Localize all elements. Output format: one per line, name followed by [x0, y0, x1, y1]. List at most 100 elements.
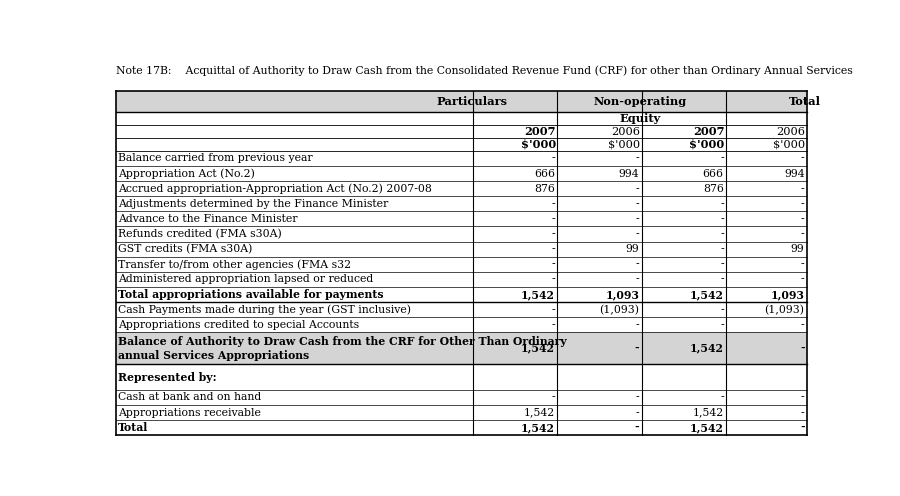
- Text: (1,093): (1,093): [599, 305, 639, 315]
- Text: -: -: [635, 408, 639, 418]
- Bar: [115, 390, 807, 405]
- Text: 1,542: 1,542: [521, 289, 555, 300]
- Bar: [115, 272, 807, 287]
- Text: Particulars: Particulars: [436, 96, 507, 107]
- Text: Total: Total: [789, 96, 822, 107]
- Text: -: -: [720, 153, 724, 163]
- Bar: [726, 125, 807, 138]
- Text: $'000: $'000: [608, 139, 640, 149]
- Text: -: -: [720, 305, 724, 314]
- Text: 994: 994: [618, 169, 639, 179]
- Bar: [115, 242, 807, 257]
- Bar: [115, 302, 807, 317]
- Text: annual Services Appropriations: annual Services Appropriations: [118, 350, 310, 361]
- Text: Refunds credited (FMA s30A): Refunds credited (FMA s30A): [118, 229, 282, 239]
- Bar: [473, 125, 557, 138]
- Text: Non-operating: Non-operating: [593, 96, 687, 107]
- Text: -: -: [635, 320, 639, 330]
- Bar: [115, 112, 473, 125]
- Text: 1,542: 1,542: [521, 343, 555, 354]
- Bar: [115, 257, 807, 272]
- Text: Cash Payments made during the year (GST inclusive): Cash Payments made during the year (GST …: [118, 305, 411, 315]
- Text: 2006: 2006: [777, 126, 806, 136]
- Text: (1,093): (1,093): [765, 305, 805, 315]
- Text: -: -: [800, 422, 805, 433]
- Text: Cash at bank and on hand: Cash at bank and on hand: [118, 392, 261, 402]
- Text: -: -: [720, 392, 724, 402]
- Text: 666: 666: [534, 169, 555, 179]
- Text: 1,093: 1,093: [606, 289, 639, 300]
- Text: -: -: [801, 153, 805, 163]
- Text: GST credits (FMA s30A): GST credits (FMA s30A): [118, 244, 252, 254]
- Text: -: -: [552, 214, 555, 224]
- Bar: [115, 91, 473, 112]
- Text: -: -: [720, 320, 724, 330]
- Text: -: -: [801, 408, 805, 418]
- Bar: [115, 227, 807, 242]
- Bar: [115, 420, 807, 435]
- Text: -: -: [635, 229, 639, 239]
- Text: -: -: [552, 199, 555, 209]
- Bar: [115, 125, 473, 138]
- Bar: [557, 125, 642, 138]
- Text: -: -: [552, 320, 555, 330]
- Text: -: -: [634, 422, 639, 433]
- Text: -: -: [635, 153, 639, 163]
- Text: -: -: [720, 214, 724, 224]
- Bar: [642, 112, 807, 125]
- Text: -: -: [720, 259, 724, 269]
- Text: 1,542: 1,542: [521, 422, 555, 433]
- Text: -: -: [552, 229, 555, 239]
- Text: -: -: [552, 392, 555, 402]
- Text: -: -: [635, 199, 639, 209]
- Bar: [115, 166, 807, 181]
- Bar: [557, 332, 642, 364]
- Text: -: -: [635, 214, 639, 224]
- Bar: [115, 138, 473, 151]
- Text: -: -: [635, 392, 639, 402]
- Text: Accrued appropriation-Appropriation Act (No.2) 2007-08: Accrued appropriation-Appropriation Act …: [118, 184, 432, 194]
- Text: 1,542: 1,542: [689, 343, 724, 354]
- Text: -: -: [800, 343, 805, 354]
- Text: -: -: [801, 199, 805, 209]
- Text: Note 17B:    Acquittal of Authority to Draw Cash from the Consolidated Revenue F: Note 17B: Acquittal of Authority to Draw…: [115, 65, 852, 76]
- Text: 994: 994: [784, 169, 805, 179]
- Text: Appropriation Act (No.2): Appropriation Act (No.2): [118, 168, 255, 179]
- Bar: [726, 138, 807, 151]
- Text: 2006: 2006: [611, 126, 640, 136]
- Bar: [115, 196, 807, 211]
- Text: Balance carried from previous year: Balance carried from previous year: [118, 153, 312, 163]
- Bar: [642, 91, 807, 112]
- Text: Represented by:: Represented by:: [118, 372, 217, 382]
- Text: 1,542: 1,542: [692, 408, 724, 418]
- Bar: [115, 405, 807, 420]
- Text: Administered appropriation lapsed or reduced: Administered appropriation lapsed or red…: [118, 274, 374, 284]
- Text: 2007: 2007: [525, 126, 556, 137]
- Text: -: -: [720, 244, 724, 254]
- Text: Appropriations receivable: Appropriations receivable: [118, 408, 261, 418]
- Text: $'000: $'000: [773, 139, 806, 149]
- Text: $'000: $'000: [520, 139, 556, 150]
- Bar: [642, 332, 726, 364]
- Text: -: -: [552, 153, 555, 163]
- Text: -: -: [635, 259, 639, 269]
- Text: Total appropriations available for payments: Total appropriations available for payme…: [118, 289, 383, 300]
- Text: 2007: 2007: [693, 126, 724, 137]
- Text: -: -: [720, 274, 724, 284]
- Bar: [115, 151, 807, 166]
- Text: -: -: [801, 229, 805, 239]
- Text: Equity: Equity: [619, 113, 661, 124]
- Text: 876: 876: [703, 184, 724, 193]
- Text: 666: 666: [703, 169, 724, 179]
- Bar: [726, 332, 807, 364]
- Text: Appropriations credited to special Accounts: Appropriations credited to special Accou…: [118, 320, 359, 330]
- Bar: [115, 317, 807, 332]
- Bar: [115, 287, 807, 302]
- Text: Transfer to/from other agencies (FMA s32: Transfer to/from other agencies (FMA s32: [118, 259, 351, 270]
- Text: -: -: [552, 259, 555, 269]
- Text: Total: Total: [118, 422, 148, 433]
- Bar: [473, 112, 642, 125]
- Text: 1,542: 1,542: [689, 289, 724, 300]
- Text: 876: 876: [534, 184, 555, 193]
- Text: -: -: [801, 259, 805, 269]
